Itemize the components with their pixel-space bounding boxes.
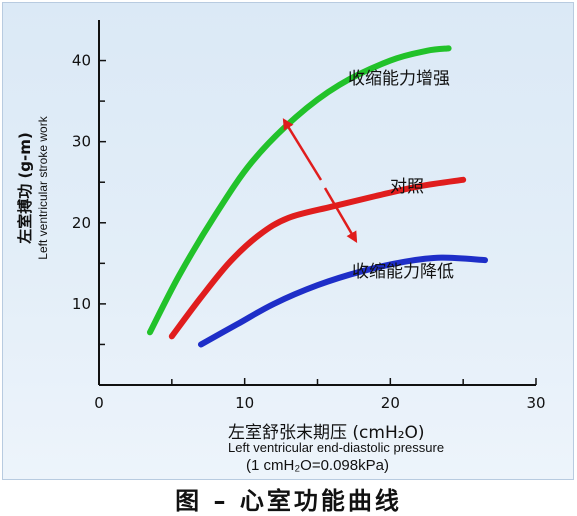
y-tick-label: 10	[72, 295, 91, 313]
x-tick-label: 0	[94, 394, 104, 412]
tick-labels: 0 10 20 30 10 20 30 40	[72, 52, 546, 412]
label-decreased-contractility: 收缩能力降低	[352, 262, 454, 282]
label-increased-contractility: 收缩能力增强	[348, 69, 450, 89]
x-axis-label-en: Left ventricular end-diastolic pressure	[228, 440, 445, 455]
series-line-decreased-contractility	[197, 254, 489, 348]
figure-caption: 图 – 心室功能曲线	[175, 487, 402, 515]
x-axis-label-cn: 左室舒张末期压 (cmH₂O)	[228, 423, 425, 443]
y-tick-label: 40	[72, 52, 91, 70]
y-tick-label: 30	[72, 133, 91, 151]
x-tick-label: 20	[381, 394, 400, 412]
x-tick-label: 10	[235, 394, 254, 412]
y-axis-label-cn: 左室搏功 (g-m)	[16, 132, 34, 245]
series-line-control	[168, 176, 467, 340]
series-group	[146, 45, 489, 348]
axes	[98, 20, 537, 386]
x-tick-label: 30	[526, 394, 545, 412]
series-line-increased-contractility	[146, 45, 452, 336]
arrow-up	[282, 118, 323, 181]
label-control: 对照	[390, 177, 424, 197]
y-axis-label: 左室搏功 (g-m) Left ventricular stroke work	[16, 115, 50, 259]
y-axis-label-en: Left ventricular stroke work	[36, 115, 50, 259]
arrows	[282, 118, 358, 243]
y-tick-label: 20	[72, 214, 91, 232]
arrow-down	[323, 187, 358, 243]
unit-conversion-note: (1 cmH₂O=0.098kPa)	[246, 457, 389, 474]
chart-panel	[2, 2, 574, 480]
